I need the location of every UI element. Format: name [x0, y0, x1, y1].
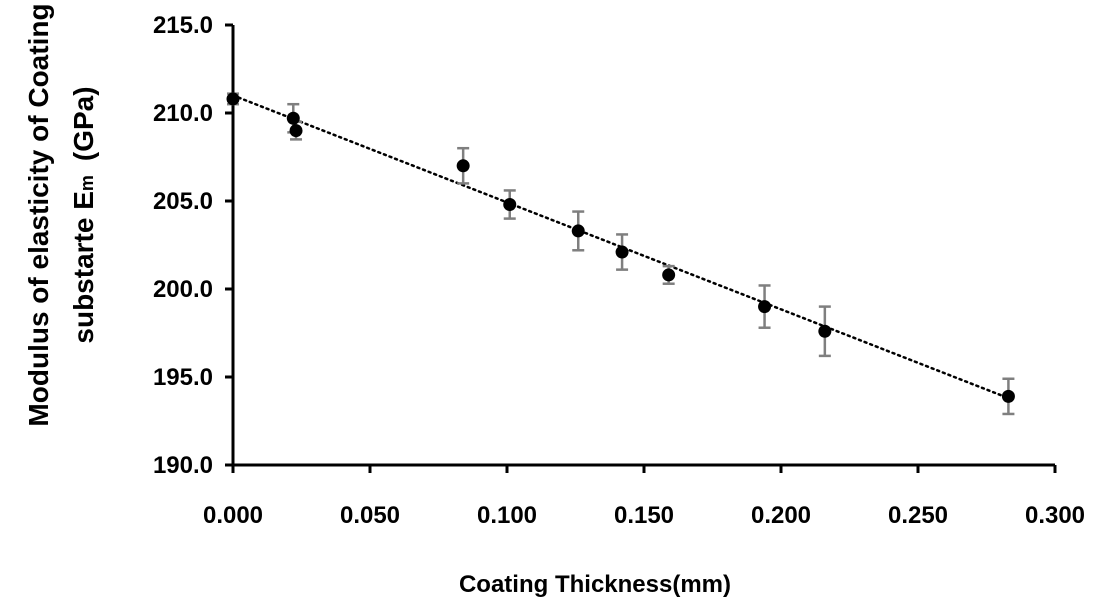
y-axis-title-line2: substarte Em (GPa)	[68, 86, 99, 343]
data-point	[289, 124, 303, 138]
x-axis-ticks: 0.000 0.050 0.100 0.150 0.200 0.250 0.300	[203, 465, 1085, 529]
y-tick-label: 200.0	[153, 276, 213, 303]
y-tick-label: 205.0	[153, 188, 213, 215]
y-axis-title-main: substarte E	[68, 191, 99, 344]
data-point	[503, 198, 517, 212]
data-point	[571, 224, 585, 238]
y-tick-label: 210.0	[153, 100, 213, 127]
y-axis-title-subscript: m	[77, 175, 97, 191]
data-points	[226, 92, 1015, 403]
y-axis-title-line1: Modulus of elasticity of Coating	[23, 3, 54, 426]
y-tick-label: 190.0	[153, 452, 213, 479]
x-tick-label: 0.150	[614, 502, 674, 529]
data-point	[1001, 389, 1015, 403]
x-tick-label: 0.200	[751, 502, 811, 529]
data-point	[226, 92, 240, 106]
data-point	[286, 111, 300, 125]
data-point	[818, 324, 832, 338]
data-point	[456, 159, 470, 173]
x-tick-label: 0.300	[1025, 502, 1085, 529]
x-tick-label: 0.000	[203, 502, 263, 529]
data-point	[758, 300, 772, 314]
x-tick-label: 0.100	[477, 502, 537, 529]
y-axis-ticks: 190.0 195.0 200.0 205.0 210.0 215.0	[153, 12, 233, 479]
data-point	[615, 245, 629, 259]
x-tick-label: 0.050	[340, 502, 400, 529]
y-axis-title-unit: (GPa)	[68, 86, 99, 161]
y-tick-label: 195.0	[153, 364, 213, 391]
x-tick-label: 0.250	[888, 502, 948, 529]
x-axis-title: Coating Thickness(mm)	[459, 571, 731, 598]
y-axis-title: Modulus of elasticity of Coating substar…	[23, 3, 99, 426]
data-point	[662, 268, 676, 282]
y-tick-label: 215.0	[153, 12, 213, 39]
